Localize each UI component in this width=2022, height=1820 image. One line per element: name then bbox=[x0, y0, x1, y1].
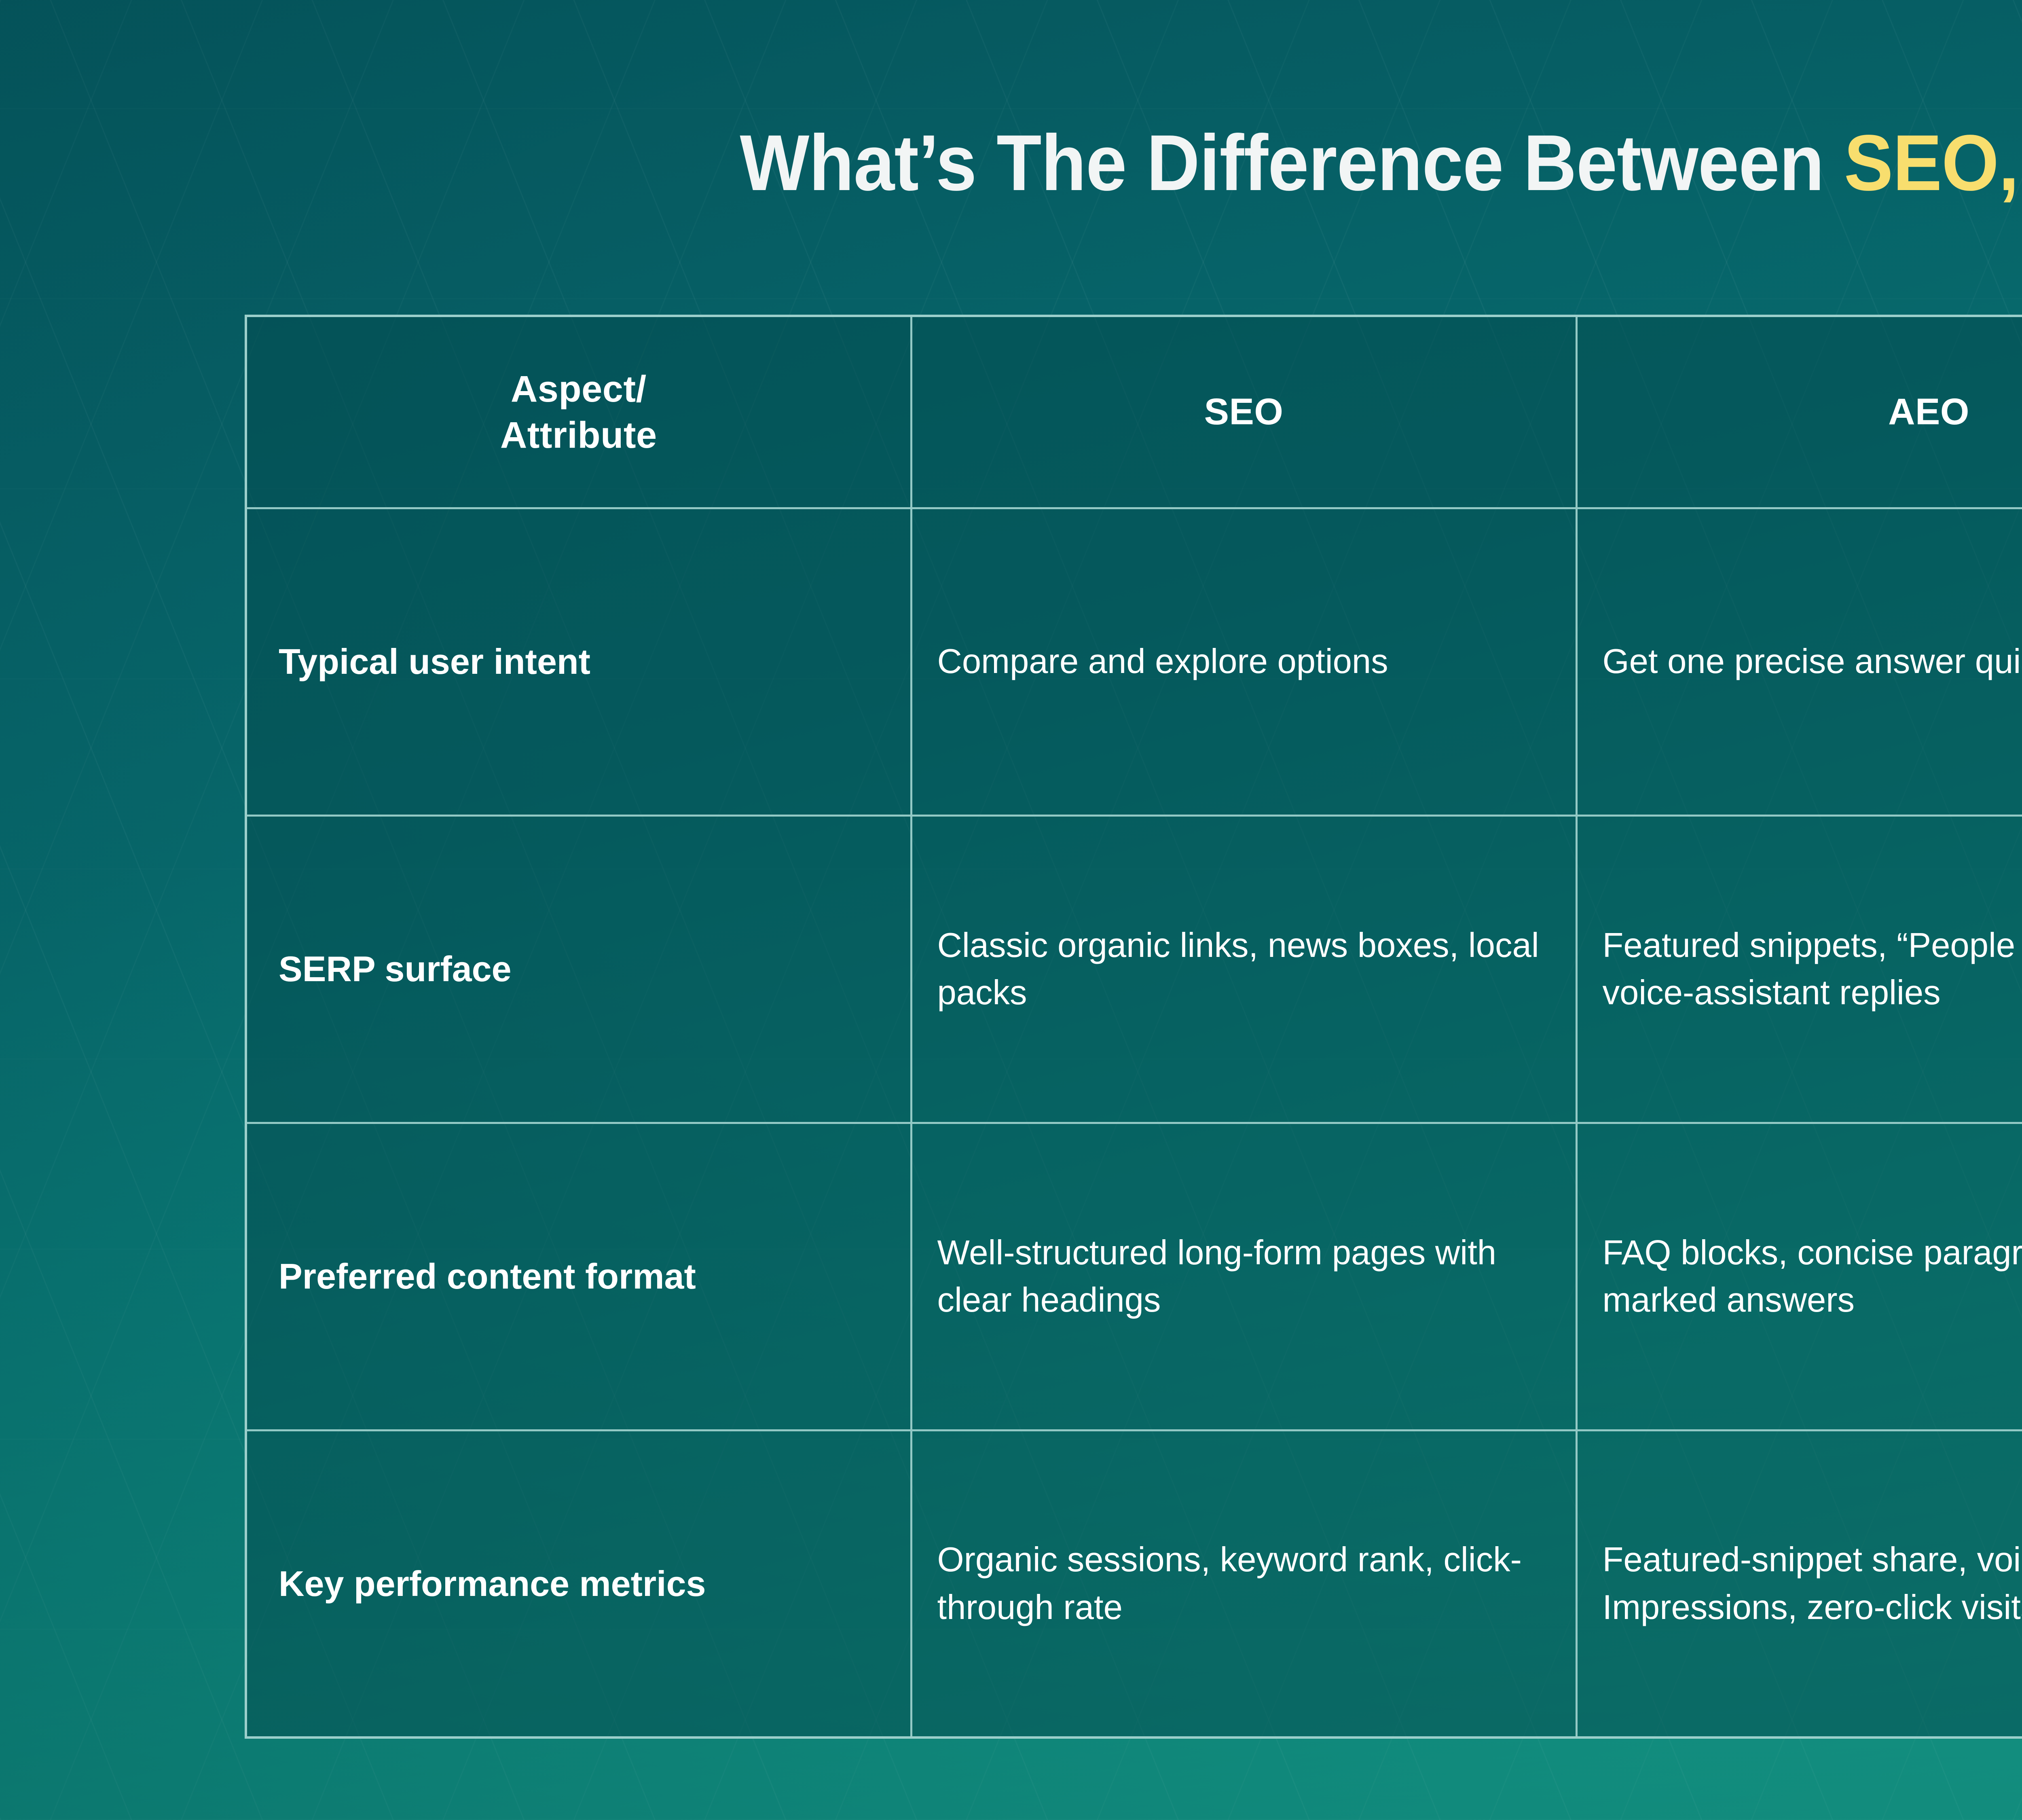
cell-seo-typical-user-intent: Compare and explore options bbox=[910, 507, 1578, 817]
column-header-aspect-line2: Attribute bbox=[500, 414, 657, 456]
page-title: What’s The Difference Between SEO, AEO &… bbox=[740, 121, 2022, 205]
cell-aeo-serp-surface: Featured snippets, “People Also Ask”, vo… bbox=[1575, 814, 2022, 1124]
cell-aeo-typical-user-intent: Get one precise answer quickly bbox=[1575, 507, 2022, 817]
column-header-aspect: Aspect/ Attribute bbox=[245, 315, 912, 509]
column-header-aspect-line1: Aspect/ bbox=[510, 368, 647, 410]
cell-seo-key-performance-metrics: Organic sessions, keyword rank, click-th… bbox=[910, 1429, 1578, 1739]
cell-aeo-key-performance-metrics: Featured-snippet share, voice-search Imp… bbox=[1575, 1429, 2022, 1739]
title-container: What’s The Difference Between SEO, AEO &… bbox=[0, 121, 2022, 205]
cell-seo-serp-surface: Classic organic links, news boxes, local… bbox=[910, 814, 1578, 1124]
column-header-aeo: AEO bbox=[1575, 315, 2022, 509]
row-label-serp-surface: SERP surface bbox=[245, 814, 912, 1124]
page-title-primary: What’s The Difference Between bbox=[740, 119, 1844, 207]
table-row: Preferred content format Well-structured… bbox=[245, 1122, 2022, 1431]
cell-aeo-preferred-content-format: FAQ blocks, concise paragraphs, schema-m… bbox=[1575, 1122, 2022, 1431]
table-body: Typical user intent Compare and explore … bbox=[245, 507, 2022, 1739]
page-title-accent: SEO, AEO & GEO? bbox=[1844, 119, 2022, 207]
table-header-row: Aspect/ Attribute SEO AEO GEO bbox=[245, 315, 2022, 509]
cell-seo-preferred-content-format: Well-structured long-form pages with cle… bbox=[910, 1122, 1578, 1431]
table-row: Typical user intent Compare and explore … bbox=[245, 507, 2022, 817]
table-row: Key performance metrics Organic sessions… bbox=[245, 1429, 2022, 1739]
table-header: Aspect/ Attribute SEO AEO GEO bbox=[245, 315, 2022, 509]
table-row: SERP surface Classic organic links, news… bbox=[245, 814, 2022, 1124]
row-label-preferred-content-format: Preferred content format bbox=[245, 1122, 912, 1431]
seo-aeo-geo-comparison-table: Aspect/ Attribute SEO AEO GEO Typical us… bbox=[245, 315, 2022, 1739]
row-label-key-performance-metrics: Key performance metrics bbox=[245, 1429, 912, 1739]
row-label-typical-user-intent: Typical user intent bbox=[245, 507, 912, 817]
column-header-seo: SEO bbox=[910, 315, 1578, 509]
